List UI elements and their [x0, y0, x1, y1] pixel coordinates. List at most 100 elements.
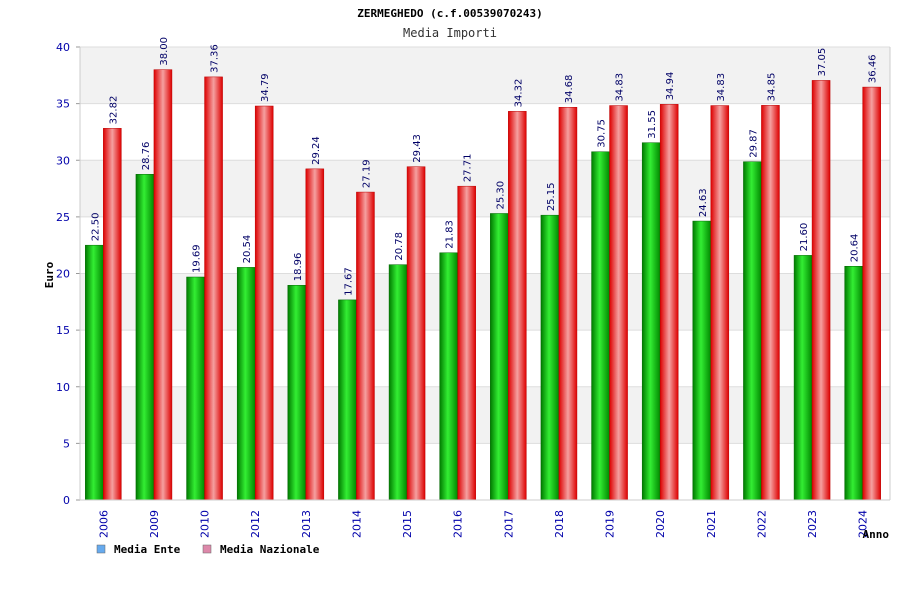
bars-group: [85, 69, 881, 501]
legend-swatch: [202, 544, 212, 554]
y-tick-label: 20: [56, 268, 70, 281]
bar-media-nazionale: [862, 86, 881, 501]
x-tick-label: 2023: [806, 510, 819, 538]
x-tick-label: 2019: [604, 510, 617, 538]
x-axis-label: Anno: [863, 528, 890, 541]
bar-media-ente: [743, 161, 762, 501]
bar-media-nazionale: [508, 111, 527, 501]
bar-media-nazionale: [457, 185, 476, 501]
chart-title: ZERMEGHEDO (c.f.00539070243): [357, 7, 542, 20]
bar-media-nazionale: [761, 105, 780, 501]
x-tick-label: 2014: [350, 510, 363, 538]
x-tick-label: 2016: [452, 510, 465, 538]
bar-media-ente: [287, 285, 307, 501]
bar-media-ente: [540, 214, 560, 501]
bar-media-ente: [338, 299, 357, 501]
x-tick-label: 2020: [654, 510, 667, 538]
data-label-media-ente: 21.60: [799, 223, 810, 252]
bar-media-ente: [591, 151, 610, 501]
bar-media-ente: [490, 213, 509, 501]
data-label-media-nazionale: 34.85: [766, 73, 777, 102]
x-tick-label: 2017: [502, 510, 515, 538]
bar-media-nazionale: [710, 105, 730, 501]
bar-media-nazionale: [204, 76, 223, 501]
bar-media-ente: [692, 220, 712, 501]
x-axis: 2006 2009 2010 2012 2013 2014 2015 2016 2017 2018…: [80, 499, 890, 538]
bar-media-nazionale: [609, 105, 628, 501]
data-label-media-ente: 28.76: [141, 142, 152, 171]
data-label-media-ente: 17.67: [343, 267, 354, 296]
bar-media-nazionale: [406, 166, 426, 501]
data-label-media-nazionale: 34.32: [513, 79, 524, 108]
x-tick-label: 2010: [199, 510, 212, 538]
bar-media-nazionale: [305, 168, 325, 501]
data-label-media-ente: 20.64: [850, 234, 861, 263]
bar-media-ente: [236, 267, 256, 501]
data-label-media-ente: 25.15: [546, 183, 557, 212]
data-label-media-nazionale: 34.83: [615, 73, 626, 102]
data-label-media-nazionale: 36.46: [868, 54, 879, 83]
data-label-media-ente: 21.83: [445, 220, 456, 249]
data-label-media-nazionale: 29.24: [311, 136, 322, 165]
data-label-media-nazionale: 27.71: [463, 154, 474, 183]
bar-media-nazionale: [558, 106, 578, 501]
y-tick-label: 30: [56, 154, 70, 167]
bar-media-ente: [439, 252, 458, 501]
data-label-media-nazionale: 34.83: [716, 73, 727, 102]
y-tick-label: 15: [56, 324, 70, 337]
y-tick-label: 40: [56, 41, 70, 54]
x-tick-label: 2018: [553, 510, 566, 538]
y-tick-label: 25: [56, 211, 70, 224]
data-label-media-ente: 22.50: [90, 213, 101, 242]
data-label-media-ente: 30.75: [597, 119, 608, 148]
y-tick-label: 10: [56, 381, 70, 394]
data-label-media-nazionale: 34.79: [260, 73, 271, 102]
data-label-media-nazionale: 34.94: [665, 72, 676, 101]
data-label-media-ente: 18.96: [293, 253, 304, 282]
data-label-media-ente: 19.69: [192, 244, 203, 273]
bar-media-ente: [388, 264, 408, 501]
data-label-media-ente: 20.54: [242, 235, 253, 264]
y-tick-label: 5: [63, 437, 70, 450]
y-tick-label: 0: [63, 494, 70, 507]
x-tick-label: 2006: [97, 510, 110, 538]
bar-media-nazionale: [254, 105, 274, 501]
x-tick-label: 2013: [300, 510, 313, 538]
legend-swatch: [96, 544, 106, 554]
y-axis: 0 5 10 15 20 25 30 35 40: [56, 41, 891, 507]
data-label-media-ente: 31.55: [647, 110, 658, 139]
data-label-media-nazionale: 32.82: [108, 96, 119, 125]
x-tick-label: 2024: [857, 510, 870, 538]
legend-label: Media Ente: [114, 543, 181, 556]
data-label-media-nazionale: 38.00: [159, 37, 170, 66]
data-label-media-nazionale: 37.05: [817, 48, 828, 77]
x-tick-label: 2022: [755, 510, 768, 538]
data-label-media-nazionale: 34.68: [564, 75, 575, 104]
bar-media-nazionale: [153, 69, 173, 501]
bar-media-nazionale: [356, 191, 375, 501]
bar-media-ente: [135, 174, 155, 501]
bar-media-ente: [85, 244, 104, 501]
bar-media-nazionale: [659, 104, 679, 501]
legend: Media Ente Media Nazionale: [96, 543, 320, 556]
chart-subtitle: Media Importi: [403, 26, 497, 40]
data-label-media-ente: 24.63: [698, 188, 709, 217]
bar-media-nazionale: [811, 80, 831, 501]
data-label-media-ente: 25.30: [495, 181, 506, 210]
x-tick-label: 2015: [401, 510, 414, 538]
bar-media-ente: [793, 255, 813, 501]
data-label-media-ente: 29.87: [748, 129, 759, 158]
bar-media-nazionale: [103, 128, 122, 501]
data-label-media-nazionale: 29.43: [412, 134, 423, 163]
data-label-media-ente: 20.78: [394, 232, 405, 261]
x-tick-label: 2009: [148, 510, 161, 538]
x-tick-label: 2021: [705, 510, 718, 538]
y-tick-label: 35: [56, 98, 70, 111]
y-axis-label: Euro: [43, 261, 56, 288]
x-tick-label: 2012: [249, 510, 262, 538]
data-label-media-nazionale: 27.19: [361, 159, 372, 188]
bar-media-ente: [641, 142, 661, 501]
data-label-media-nazionale: 37.36: [210, 44, 221, 73]
data-labels: 22.50 32.82 28.76 38.00 19.69 37.36 20.54 34.79…: [90, 37, 878, 296]
